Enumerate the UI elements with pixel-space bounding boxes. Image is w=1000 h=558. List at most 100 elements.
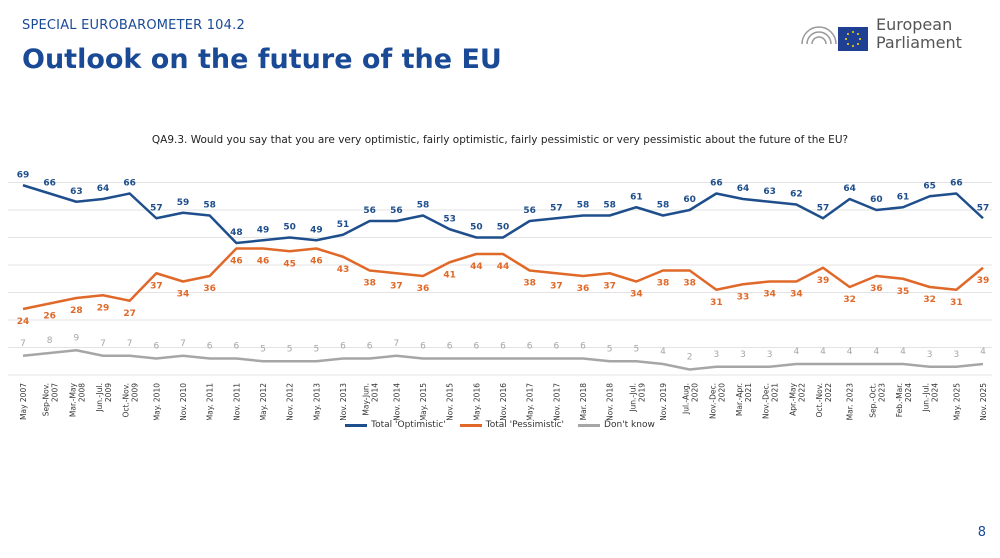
data-label: 37 bbox=[150, 281, 163, 291]
data-label: 58 bbox=[603, 201, 616, 211]
data-label: 7 bbox=[127, 339, 133, 349]
x-tick-label: Nov.-Dec.2020 bbox=[708, 383, 726, 419]
data-label: 6 bbox=[527, 342, 533, 352]
chart-legend: Total 'Optimistic' Total 'Pessimistic' D… bbox=[0, 420, 1000, 430]
data-label: 56 bbox=[523, 206, 536, 216]
data-label: 4 bbox=[820, 347, 826, 357]
data-label: 5 bbox=[287, 344, 293, 354]
data-label: 63 bbox=[763, 187, 776, 197]
data-label: 58 bbox=[203, 201, 216, 211]
page-number: 8 bbox=[977, 525, 986, 540]
data-label: 6 bbox=[367, 342, 373, 352]
data-label: 27 bbox=[123, 309, 136, 319]
x-tick-label: Sep-Nov.2007 bbox=[42, 383, 60, 417]
x-tick-label: Jul.-Aug.2020 bbox=[682, 383, 700, 415]
data-label: 6 bbox=[340, 342, 346, 352]
data-label: 45 bbox=[283, 259, 296, 269]
data-label: 66 bbox=[43, 179, 56, 189]
data-label: 39 bbox=[977, 276, 990, 286]
data-label: 65 bbox=[923, 181, 936, 191]
x-tick-label: May 2007 bbox=[19, 383, 28, 420]
data-label: 44 bbox=[470, 262, 483, 272]
data-label: 48 bbox=[230, 228, 243, 238]
x-tick-label: Mar. 2018 bbox=[579, 383, 588, 420]
x-tick-label: Sep.-Oct.2023 bbox=[868, 383, 886, 418]
data-label: 9 bbox=[73, 333, 79, 343]
x-tick-label: Nov. 2014 bbox=[392, 383, 401, 420]
data-label: 57 bbox=[550, 203, 563, 213]
x-tick-label: Jun.-Jul.2009 bbox=[95, 383, 113, 413]
x-tick-label: Oct.-Nov.2009 bbox=[122, 383, 140, 418]
data-label: 46 bbox=[310, 257, 323, 267]
data-label: 3 bbox=[927, 350, 933, 360]
x-tick-label: Nov. 2017 bbox=[552, 383, 561, 420]
data-label: 6 bbox=[500, 342, 506, 352]
x-tick-label: Mar.-May2008 bbox=[68, 382, 86, 417]
x-tick-label: May-Jun.2014 bbox=[362, 383, 380, 416]
data-label: 6 bbox=[553, 342, 559, 352]
x-tick-label: Jun.-Jul.2019 bbox=[628, 383, 646, 413]
data-label: 66 bbox=[710, 179, 723, 189]
data-label: 46 bbox=[257, 257, 270, 267]
data-label: 66 bbox=[123, 179, 136, 189]
x-tick-label: May. 2017 bbox=[526, 383, 535, 420]
data-label: 36 bbox=[203, 284, 216, 294]
data-label: 5 bbox=[607, 344, 613, 354]
x-tick-label: Mar.-Apr.2021 bbox=[735, 383, 753, 416]
data-label: 4 bbox=[847, 347, 853, 357]
data-label: 64 bbox=[97, 184, 110, 194]
data-label: 6 bbox=[233, 342, 239, 352]
data-label: 5 bbox=[260, 344, 266, 354]
data-label: 6 bbox=[420, 342, 426, 352]
legend-swatch bbox=[345, 423, 368, 427]
x-tick-label: Nov. 2015 bbox=[446, 383, 455, 420]
x-tick-label: Oct.-Nov.2022 bbox=[815, 383, 833, 418]
eu-flag-icon bbox=[838, 27, 868, 51]
legend-swatch bbox=[459, 423, 482, 427]
data-label: 6 bbox=[207, 342, 213, 352]
series-line-2 bbox=[22, 349, 984, 371]
data-label: 3 bbox=[713, 350, 719, 360]
x-tick-label: Nov. 2016 bbox=[499, 383, 508, 420]
data-label: 4 bbox=[980, 347, 986, 357]
data-label: 38 bbox=[363, 279, 376, 289]
legend-item-dont-know: Don't know bbox=[578, 420, 655, 430]
data-label: 50 bbox=[283, 223, 296, 233]
data-label: 61 bbox=[897, 192, 910, 202]
data-label: 56 bbox=[390, 206, 403, 216]
series-line-1 bbox=[22, 247, 984, 311]
data-label: 7 bbox=[20, 339, 26, 349]
data-label: 6 bbox=[473, 342, 479, 352]
data-label: 36 bbox=[870, 284, 883, 294]
x-tick-label: Apr.-May2022 bbox=[788, 382, 806, 415]
data-label: 59 bbox=[177, 198, 190, 208]
x-tick-label: Jun.-Jul.2024 bbox=[922, 383, 940, 413]
data-label: 51 bbox=[337, 220, 350, 230]
data-label: 63 bbox=[70, 187, 83, 197]
x-tick-label: Nov. 2011 bbox=[232, 383, 241, 420]
legend-item-pessimistic: Total 'Pessimistic' bbox=[459, 420, 564, 430]
data-label: 6 bbox=[153, 342, 159, 352]
data-label: 58 bbox=[577, 201, 590, 211]
x-tick-label: Nov.-Dec.2021 bbox=[762, 383, 780, 419]
data-label: 3 bbox=[740, 350, 746, 360]
data-label: 49 bbox=[310, 225, 323, 235]
data-label: 34 bbox=[177, 290, 190, 300]
data-label: 37 bbox=[603, 281, 616, 291]
data-label: 3 bbox=[767, 350, 773, 360]
legend-item-optimistic: Total 'Optimistic' bbox=[345, 420, 446, 430]
data-label: 24 bbox=[17, 317, 30, 327]
x-tick-label: Nov. 2025 bbox=[979, 383, 988, 420]
data-label: 38 bbox=[523, 279, 536, 289]
data-label: 64 bbox=[843, 184, 856, 194]
data-label: 4 bbox=[900, 347, 906, 357]
data-label: 32 bbox=[923, 295, 936, 305]
hemicycle-icon bbox=[801, 26, 837, 45]
legend-swatch bbox=[578, 423, 601, 427]
data-label: 46 bbox=[230, 257, 243, 267]
data-label: 37 bbox=[390, 281, 403, 291]
data-label: 5 bbox=[633, 344, 639, 354]
x-tick-label: May. 2025 bbox=[952, 383, 961, 420]
data-label: 58 bbox=[417, 201, 430, 211]
